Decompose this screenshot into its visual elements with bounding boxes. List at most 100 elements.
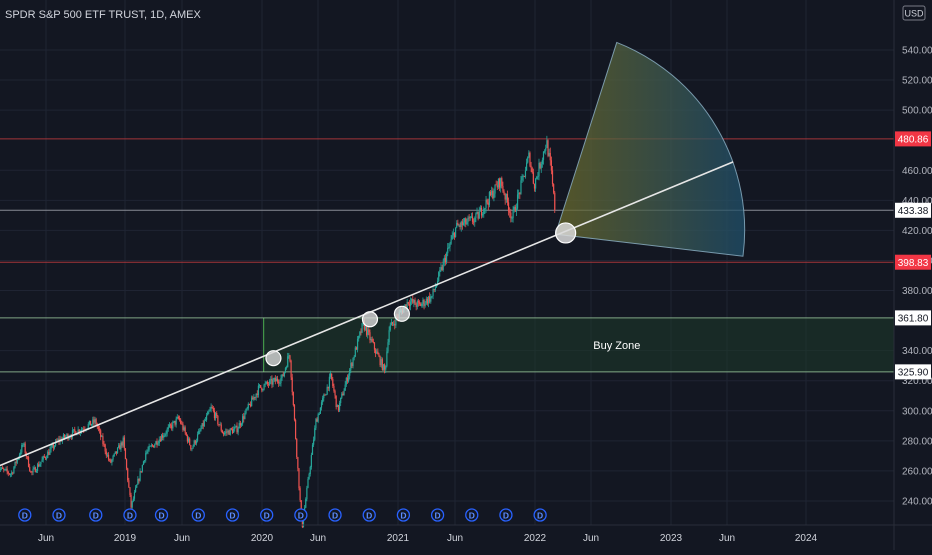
candle-up: [155, 441, 157, 445]
candle-up: [196, 434, 199, 441]
candle-down: [368, 329, 370, 333]
candle-up: [66, 434, 68, 437]
candle-up: [158, 439, 160, 444]
candle-up: [11, 472, 13, 475]
x-tick-label: Jun: [719, 533, 735, 544]
candle-up: [136, 484, 138, 488]
candle-up: [544, 150, 546, 152]
x-tick-label: 2020: [251, 533, 274, 544]
candle-up: [257, 385, 260, 396]
candle-up: [253, 397, 255, 400]
candle-down: [412, 298, 414, 303]
candle-down: [98, 428, 101, 431]
candle-down: [501, 178, 503, 186]
candle-up: [469, 216, 471, 219]
candle-up: [352, 357, 354, 367]
candle-up: [409, 301, 412, 306]
candle-down: [379, 356, 381, 366]
candle-up: [244, 413, 246, 419]
candle-up: [522, 175, 524, 177]
candle-up: [47, 451, 49, 459]
candle-up: [118, 445, 120, 448]
candle-down: [48, 451, 50, 455]
candle-down: [297, 456, 299, 469]
candle-down: [502, 185, 504, 192]
candle-up: [235, 425, 237, 428]
candle-up: [207, 411, 209, 416]
candle-up: [318, 413, 320, 415]
candle-up: [393, 323, 395, 325]
candle-down: [547, 140, 549, 156]
candle-down: [43, 456, 45, 458]
y-tick-label: 460.00: [902, 166, 932, 177]
candle-up: [209, 409, 211, 412]
candle-up: [511, 218, 513, 219]
candle-up: [157, 443, 159, 445]
chart-title: SPDR S&P 500 ETF TRUST, 1D, AMEX: [5, 9, 201, 21]
candle-up: [538, 162, 540, 177]
candle-up: [165, 433, 167, 435]
candle-up: [247, 403, 249, 409]
dividend-marker-label: D: [158, 511, 164, 521]
candle-up: [53, 445, 56, 449]
dividend-marker: [533, 508, 547, 522]
candle-up: [224, 432, 226, 435]
candle-up: [142, 461, 145, 465]
candle-down: [296, 438, 298, 457]
candle-down: [290, 360, 292, 378]
candle-down: [550, 160, 552, 171]
dividend-marker: [260, 508, 274, 522]
dividend-marker-label: D: [332, 511, 338, 521]
dividend-marker: [465, 508, 479, 522]
candle-up: [14, 461, 16, 468]
candle-down: [429, 296, 431, 302]
candle-down: [486, 199, 488, 203]
candle-up: [422, 299, 424, 304]
candle-up: [389, 325, 391, 331]
candle-down: [477, 212, 479, 219]
candle-up: [484, 207, 486, 209]
candle-down: [394, 323, 396, 326]
candle-up: [528, 152, 530, 158]
candle-down: [185, 432, 187, 436]
candle-down: [441, 267, 443, 270]
price-label-box: [895, 131, 931, 147]
candle-up: [134, 487, 137, 493]
candle-up: [546, 140, 548, 149]
candle-up: [527, 157, 529, 163]
candle-up: [483, 208, 485, 215]
candle-up: [20, 452, 22, 455]
candle-down: [498, 178, 501, 188]
candle-up: [57, 439, 59, 442]
candle-up: [445, 253, 448, 263]
candle-up: [359, 331, 361, 336]
candle-down: [130, 494, 132, 508]
candle-down: [334, 390, 336, 396]
candle-up: [88, 420, 90, 425]
candle-down: [360, 331, 362, 333]
candle-up: [354, 347, 356, 357]
candle-up: [18, 454, 21, 458]
y-tick-label: 420.00: [902, 226, 932, 237]
candle-up: [424, 303, 426, 306]
candle-up: [450, 239, 452, 244]
candle-up: [548, 152, 550, 156]
candle-down: [216, 413, 218, 416]
candle-down: [324, 394, 326, 396]
candle-up: [336, 405, 338, 408]
candle-up: [470, 216, 472, 218]
y-tick-label: 280.00: [902, 436, 932, 447]
candle-up: [380, 359, 382, 366]
candle-up: [288, 355, 290, 357]
candle-down: [24, 443, 26, 453]
candle-down: [266, 381, 269, 385]
candle-up: [476, 212, 478, 214]
price-label: 433.38: [898, 206, 929, 217]
candle-up: [382, 364, 385, 370]
candle-up: [279, 383, 281, 384]
y-tick-label: 320.00: [902, 376, 932, 387]
price-label-box: [895, 364, 931, 380]
candle-down: [405, 304, 407, 309]
